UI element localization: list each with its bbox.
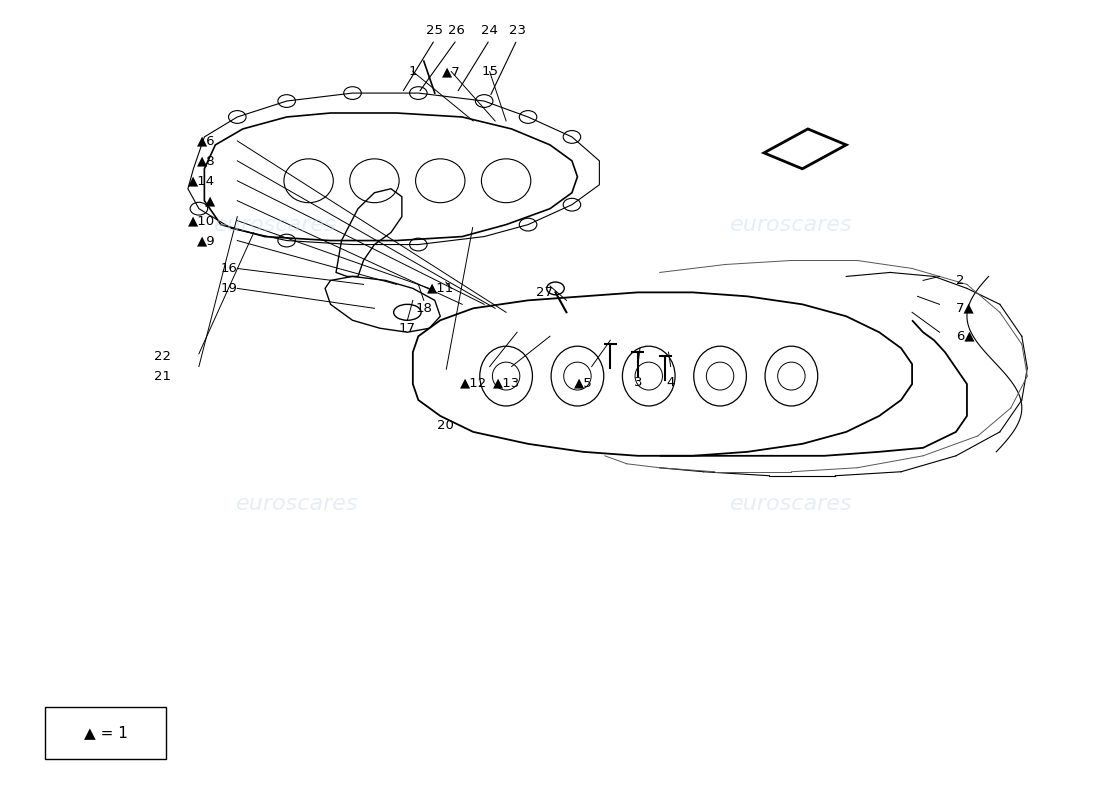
Text: 6▲: 6▲ [956,330,975,342]
Text: 16: 16 [220,262,238,275]
Text: 25: 25 [427,24,443,38]
Text: ▲14: ▲14 [188,174,216,187]
Text: ▲ = 1: ▲ = 1 [84,725,128,740]
Text: 4: 4 [667,376,675,389]
Text: ▲5: ▲5 [573,376,592,389]
Text: ▲10: ▲10 [188,214,216,227]
Text: ▲: ▲ [205,194,216,207]
Text: ▲13: ▲13 [493,376,519,389]
Text: 7▲: 7▲ [956,302,975,315]
Text: euroscares: euroscares [236,494,359,514]
Text: 1: 1 [408,65,417,78]
Text: ▲11: ▲11 [427,282,454,295]
Text: 17: 17 [399,322,416,334]
Text: 26: 26 [449,24,465,38]
Text: 15: 15 [481,65,498,78]
Text: 19: 19 [220,282,238,295]
Text: euroscares: euroscares [730,494,853,514]
Text: ▲7: ▲7 [442,65,461,78]
Text: 2: 2 [956,274,965,287]
Text: 21: 21 [154,370,172,382]
Text: 27: 27 [536,286,553,299]
Text: 20: 20 [438,419,454,432]
Text: euroscares: euroscares [214,214,337,234]
Text: 24: 24 [481,24,498,38]
Text: 18: 18 [416,302,432,315]
Text: ▲9: ▲9 [197,234,216,247]
Text: 23: 23 [508,24,526,38]
Text: 3: 3 [634,376,642,389]
Text: 22: 22 [154,350,172,362]
Text: ▲8: ▲8 [197,154,216,167]
Text: ▲12: ▲12 [460,376,487,389]
Text: ▲6: ▲6 [197,134,216,147]
Text: euroscares: euroscares [730,214,853,234]
